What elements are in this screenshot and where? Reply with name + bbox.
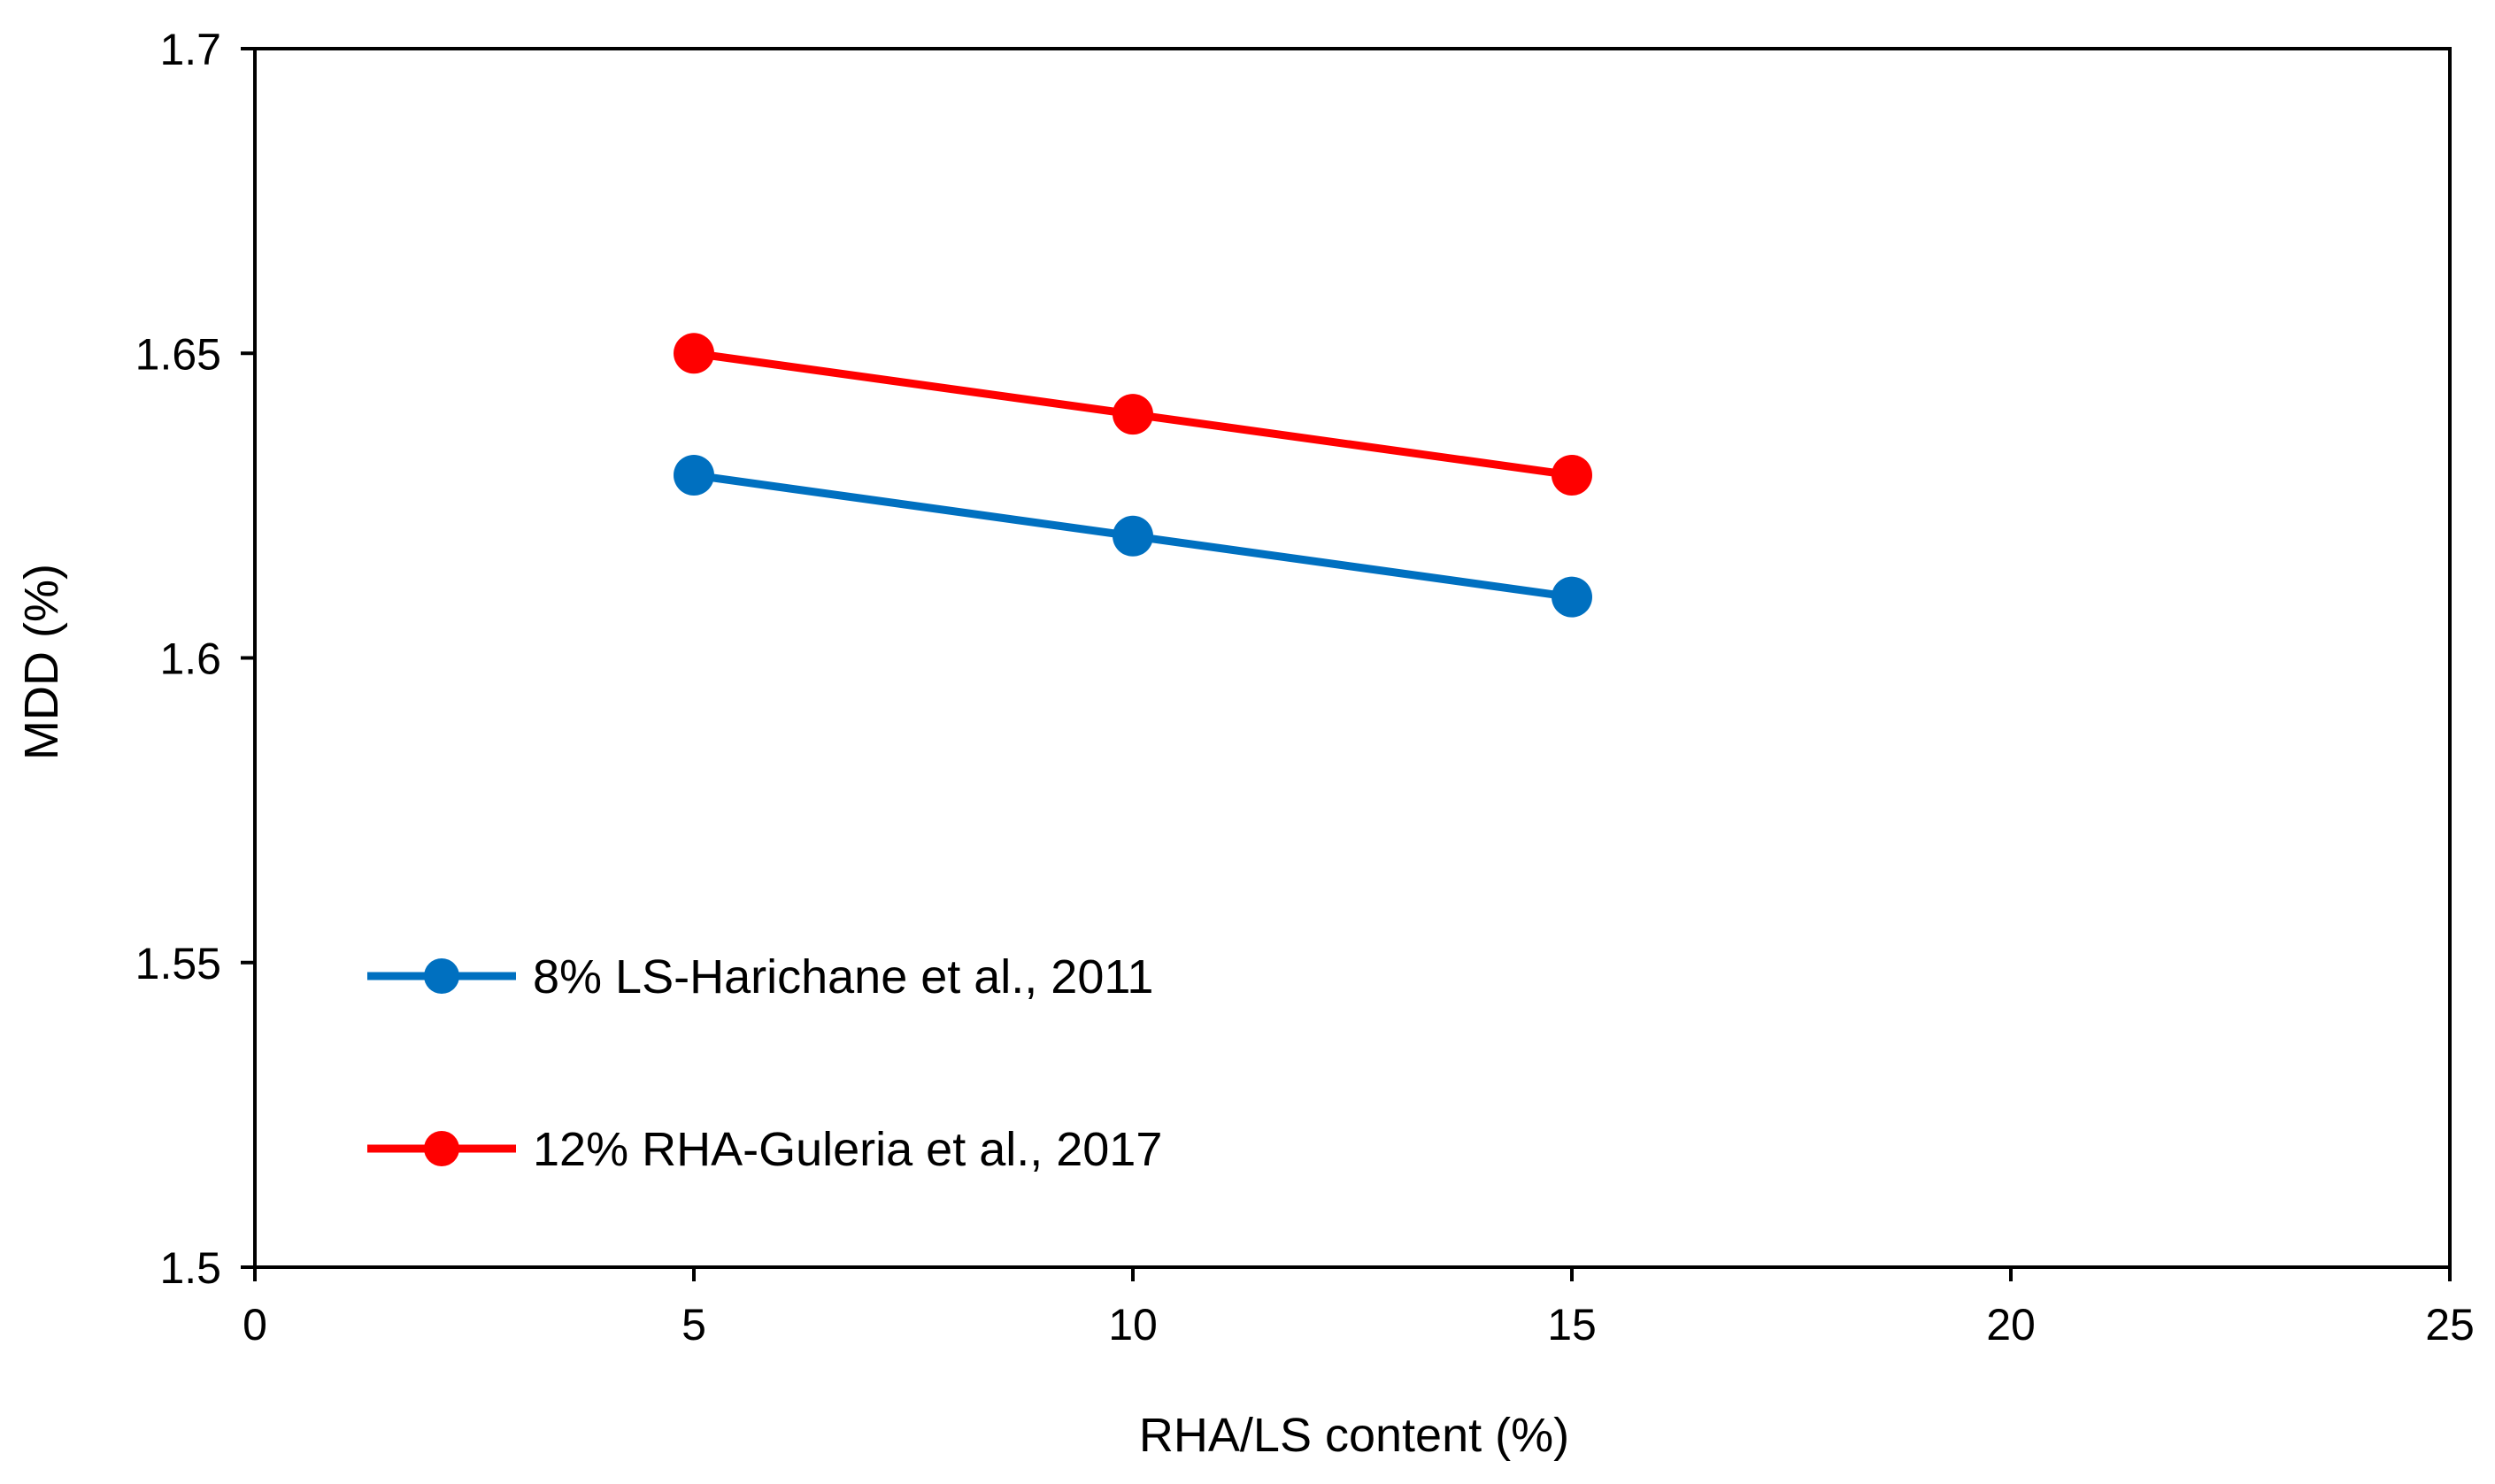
x-tick-label: 5 bbox=[682, 1300, 706, 1349]
legend-label: 8% LS-Harichane et al., 2011 bbox=[533, 950, 1153, 1003]
y-tick-label: 1.7 bbox=[159, 25, 221, 74]
axes bbox=[253, 47, 2452, 1269]
data-point bbox=[1552, 454, 1592, 496]
y-tick-label: 1.65 bbox=[135, 329, 221, 379]
legend-marker bbox=[424, 958, 459, 994]
x-tick-label: 0 bbox=[243, 1300, 267, 1349]
data-point bbox=[674, 333, 714, 374]
series-2 bbox=[674, 333, 1592, 496]
x-axis-title: RHA/LS content (%) bbox=[1139, 1409, 1569, 1462]
series-1 bbox=[674, 454, 1592, 618]
data-point bbox=[674, 454, 714, 496]
legend-marker bbox=[424, 1131, 459, 1166]
legend-entry-1: 8% LS-Harichane et al., 2011 bbox=[367, 950, 1153, 1003]
legend-label: 12% RHA-Guleria et al., 2017 bbox=[533, 1123, 1162, 1176]
data-point bbox=[1113, 394, 1153, 435]
y-tick-label: 1.5 bbox=[159, 1243, 221, 1293]
x-tick-label: 15 bbox=[1547, 1300, 1597, 1349]
series-layer bbox=[674, 333, 1592, 618]
ticks: 0 5 10 15 20 25 1.5 1.55 1.6 1.65 1.7 bbox=[135, 25, 2475, 1349]
y-tick-label: 1.6 bbox=[159, 634, 221, 684]
data-point bbox=[1552, 576, 1592, 618]
y-tick-label: 1.55 bbox=[135, 939, 221, 988]
x-tick-label: 25 bbox=[2425, 1300, 2475, 1349]
y-axis-title: MDD (%) bbox=[15, 564, 68, 760]
x-tick-label: 20 bbox=[1986, 1300, 2036, 1349]
legend-entry-2: 12% RHA-Guleria et al., 2017 bbox=[367, 1123, 1162, 1176]
legend: 8% LS-Harichane et al., 2011 12% RHA-Gule… bbox=[367, 950, 1162, 1176]
plot-frame bbox=[253, 47, 2452, 1269]
x-tick-label: 10 bbox=[1108, 1300, 1158, 1349]
data-point bbox=[1113, 515, 1153, 557]
